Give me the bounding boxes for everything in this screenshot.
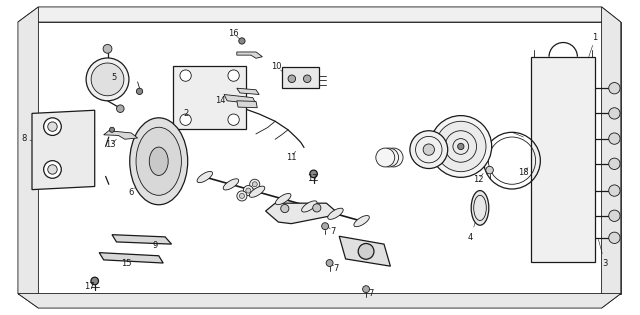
- Ellipse shape: [243, 186, 253, 196]
- Ellipse shape: [486, 166, 493, 174]
- Text: 18: 18: [518, 168, 529, 177]
- Ellipse shape: [430, 116, 492, 177]
- Ellipse shape: [116, 105, 124, 112]
- Text: 7: 7: [333, 264, 339, 273]
- Text: 10: 10: [271, 62, 282, 71]
- Text: 7: 7: [330, 227, 335, 236]
- Ellipse shape: [328, 208, 343, 219]
- Text: 12: 12: [474, 175, 484, 184]
- Ellipse shape: [436, 121, 486, 172]
- Ellipse shape: [410, 131, 448, 169]
- Ellipse shape: [380, 148, 399, 167]
- Ellipse shape: [223, 179, 239, 190]
- Ellipse shape: [136, 127, 181, 195]
- Polygon shape: [18, 294, 621, 308]
- Ellipse shape: [313, 204, 321, 212]
- Text: 6: 6: [129, 188, 134, 197]
- Text: 1: 1: [593, 33, 598, 42]
- Ellipse shape: [228, 114, 239, 125]
- Ellipse shape: [48, 165, 57, 174]
- Text: 4: 4: [468, 233, 473, 242]
- Ellipse shape: [326, 260, 333, 266]
- Ellipse shape: [609, 158, 620, 169]
- Text: 14: 14: [216, 96, 226, 105]
- Polygon shape: [224, 94, 256, 104]
- Ellipse shape: [609, 133, 620, 144]
- Ellipse shape: [609, 232, 620, 243]
- Polygon shape: [237, 101, 257, 108]
- Text: 7: 7: [369, 289, 374, 298]
- Ellipse shape: [246, 188, 251, 193]
- Ellipse shape: [423, 144, 435, 155]
- Polygon shape: [173, 66, 246, 129]
- Ellipse shape: [275, 193, 291, 205]
- Ellipse shape: [609, 185, 620, 196]
- Ellipse shape: [103, 44, 112, 53]
- Text: 13: 13: [105, 140, 115, 149]
- Text: 8: 8: [22, 134, 27, 143]
- Polygon shape: [112, 235, 172, 244]
- Polygon shape: [104, 131, 138, 139]
- Ellipse shape: [458, 143, 464, 150]
- Polygon shape: [18, 22, 621, 294]
- Text: 16: 16: [228, 29, 239, 37]
- Polygon shape: [531, 57, 595, 262]
- Polygon shape: [237, 52, 262, 58]
- Ellipse shape: [609, 210, 620, 221]
- Polygon shape: [99, 253, 163, 263]
- Ellipse shape: [91, 277, 99, 285]
- Ellipse shape: [354, 215, 369, 227]
- Ellipse shape: [180, 70, 191, 81]
- Ellipse shape: [250, 179, 260, 189]
- Ellipse shape: [130, 118, 188, 205]
- Ellipse shape: [609, 108, 620, 119]
- Polygon shape: [602, 7, 621, 308]
- Ellipse shape: [239, 193, 244, 198]
- Polygon shape: [18, 7, 621, 22]
- Ellipse shape: [363, 286, 369, 293]
- Ellipse shape: [228, 70, 239, 81]
- Ellipse shape: [44, 118, 61, 135]
- Ellipse shape: [310, 170, 317, 178]
- Text: 17: 17: [84, 282, 95, 290]
- Text: 5: 5: [111, 73, 116, 82]
- Ellipse shape: [281, 204, 289, 213]
- Text: 3: 3: [602, 259, 607, 267]
- Ellipse shape: [322, 223, 328, 230]
- Ellipse shape: [91, 63, 124, 96]
- Polygon shape: [18, 7, 38, 308]
- Text: 11: 11: [286, 153, 296, 162]
- Text: 2: 2: [183, 109, 188, 118]
- Ellipse shape: [471, 191, 489, 225]
- Ellipse shape: [303, 75, 311, 83]
- Ellipse shape: [384, 148, 403, 167]
- Ellipse shape: [48, 122, 57, 131]
- Text: 17: 17: [307, 175, 317, 183]
- Ellipse shape: [44, 161, 61, 178]
- Ellipse shape: [197, 171, 212, 183]
- Ellipse shape: [609, 83, 620, 94]
- Ellipse shape: [252, 182, 257, 187]
- Bar: [282, 67, 319, 88]
- Ellipse shape: [288, 75, 296, 83]
- Ellipse shape: [86, 58, 129, 101]
- Ellipse shape: [250, 186, 265, 197]
- Ellipse shape: [109, 127, 115, 132]
- Polygon shape: [339, 236, 390, 266]
- Ellipse shape: [136, 88, 143, 94]
- Text: 9: 9: [152, 241, 157, 250]
- Ellipse shape: [301, 201, 317, 212]
- Ellipse shape: [239, 38, 245, 44]
- Ellipse shape: [180, 114, 191, 125]
- Ellipse shape: [376, 148, 395, 167]
- Polygon shape: [266, 203, 339, 224]
- Ellipse shape: [237, 191, 247, 201]
- Polygon shape: [32, 110, 95, 190]
- Ellipse shape: [149, 147, 168, 175]
- Ellipse shape: [358, 243, 374, 259]
- Polygon shape: [237, 88, 259, 94]
- Text: 15: 15: [122, 260, 132, 268]
